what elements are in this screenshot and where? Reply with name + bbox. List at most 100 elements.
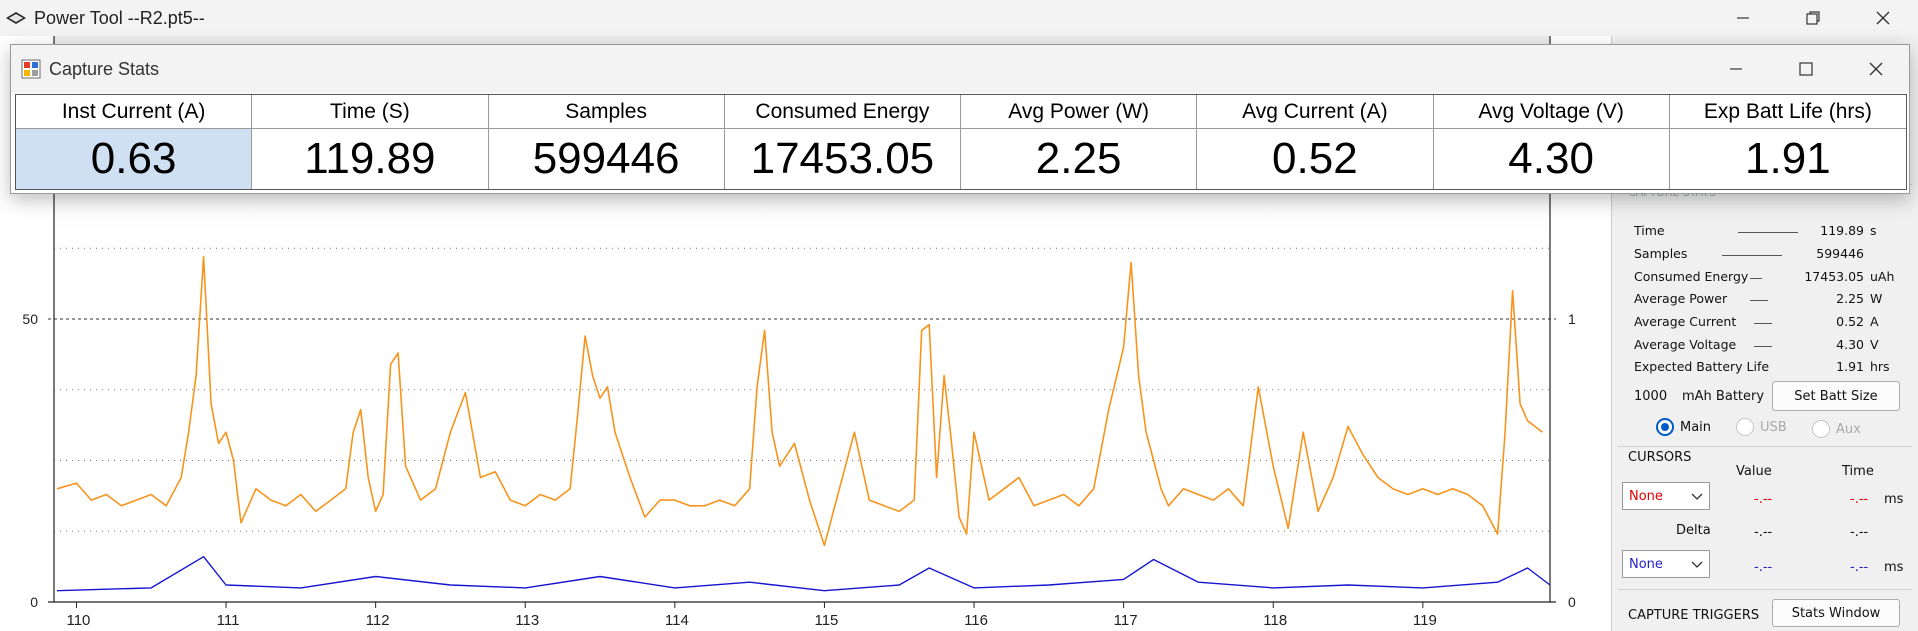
x-tick-label: 116 bbox=[964, 612, 988, 629]
stat-row: Average Power 2.25 W bbox=[1634, 288, 1914, 308]
cell-time[interactable]: 119.89 bbox=[252, 129, 489, 189]
stats-close-button[interactable] bbox=[1847, 51, 1905, 87]
radio-main-dot bbox=[1656, 418, 1674, 436]
cell-avg-current[interactable]: 0.52 bbox=[1197, 129, 1434, 189]
cell-exp-batt-life[interactable]: 1.91 bbox=[1745, 134, 1831, 183]
stat-value: 599446 bbox=[1816, 245, 1864, 261]
radio-usb-label: USB bbox=[1760, 419, 1787, 435]
cursor1-unit: ms bbox=[1884, 492, 1904, 507]
section-divider bbox=[1618, 446, 1912, 447]
minimize-button[interactable] bbox=[1714, 0, 1772, 36]
stat-row: Average Voltage 4.30 V bbox=[1634, 334, 1914, 354]
stats-maximize-button[interactable] bbox=[1777, 51, 1835, 87]
current-series-line bbox=[56, 255, 1543, 547]
cursor2-unit: ms bbox=[1884, 560, 1904, 575]
stats-minimize-button[interactable] bbox=[1707, 51, 1765, 87]
battery-size-label: mAh Battery bbox=[1682, 389, 1765, 404]
cursor-time-header: Time bbox=[1842, 464, 1874, 479]
chevron-down-icon bbox=[1691, 493, 1703, 500]
y-left-tick-label: 0 bbox=[30, 594, 38, 610]
cursors-title: CURSORS bbox=[1628, 450, 1692, 465]
stat-unit: uAh bbox=[1870, 268, 1895, 284]
stat-leader-line bbox=[1738, 232, 1798, 233]
chevron-down-icon bbox=[1691, 561, 1703, 568]
radio-aux[interactable]: Aux bbox=[1812, 420, 1861, 438]
stat-label: Average Voltage bbox=[1634, 336, 1737, 352]
minimize-icon bbox=[1737, 17, 1749, 19]
header-samples: Samples bbox=[488, 95, 725, 129]
cell-inst-current[interactable]: 0.63 bbox=[16, 129, 253, 189]
cell-consumed-energy[interactable]: 17453.05 bbox=[725, 129, 961, 189]
close-icon bbox=[1876, 11, 1890, 25]
stat-unit: V bbox=[1870, 336, 1879, 352]
stat-unit: hrs bbox=[1870, 358, 1890, 374]
header-exp-batt-life: Exp Batt Life (hrs) bbox=[1669, 95, 1906, 129]
x-tick-label: 117 bbox=[1114, 612, 1138, 629]
delta-label: Delta bbox=[1676, 523, 1711, 538]
stat-row: Consumed Energy 17453.05 uAh bbox=[1634, 266, 1914, 286]
capture-stats-title: Capture Stats bbox=[49, 58, 160, 79]
capture-triggers-title: CAPTURE TRIGGERS bbox=[1628, 608, 1760, 623]
stat-unit: W bbox=[1870, 290, 1883, 306]
stat-value: 119.89 bbox=[1820, 222, 1864, 238]
x-tick-label: 118 bbox=[1263, 612, 1287, 629]
delta-value: -.-- bbox=[1754, 525, 1773, 540]
stat-value: 2.25 bbox=[1836, 290, 1864, 306]
stat-label: Average Current bbox=[1634, 313, 1737, 329]
cell-avg-voltage[interactable]: 4.30 bbox=[1434, 129, 1670, 189]
restore-button[interactable] bbox=[1784, 0, 1842, 36]
capture-stats-titlebar: Capture Stats bbox=[11, 45, 1909, 93]
x-tick-label: 114 bbox=[665, 612, 689, 629]
header-avg-voltage: Avg Voltage (V) bbox=[1433, 95, 1670, 129]
cursor1-time: -.-- bbox=[1850, 492, 1869, 507]
cell-avg-power[interactable]: 2.25 bbox=[961, 129, 1198, 189]
y-right-tick-label: 0 bbox=[1568, 594, 1576, 610]
stat-row: Expected Battery Life 1.91 hrs bbox=[1634, 356, 1914, 376]
radio-usb-dot bbox=[1736, 418, 1754, 436]
radio-main-label: Main bbox=[1680, 419, 1712, 435]
x-tick-label: 119 bbox=[1413, 612, 1437, 629]
stat-row: Average Current 0.52 A bbox=[1634, 311, 1914, 331]
cell-samples[interactable]: 599446 bbox=[489, 129, 725, 189]
stat-leader-line bbox=[1754, 346, 1772, 347]
delta-time: -.-- bbox=[1850, 525, 1869, 540]
cursor1-select-value: None bbox=[1629, 488, 1663, 504]
cursor2-select-value: None bbox=[1629, 556, 1663, 572]
stat-leader-line bbox=[1750, 300, 1768, 301]
capture-stats-table: Inst Current (A) Time (S) Samples Consum… bbox=[15, 94, 1907, 190]
capture-stats-app-icon bbox=[21, 59, 41, 79]
stat-unit: s bbox=[1870, 222, 1877, 238]
x-tick-label: 115 bbox=[814, 612, 838, 629]
x-tick-label: 111 bbox=[217, 612, 240, 629]
battery-size-value: 1000 bbox=[1634, 389, 1668, 404]
stat-value: 0.52 bbox=[1836, 313, 1864, 329]
y-left-tick-label: 50 bbox=[22, 311, 38, 327]
stat-value: 1.91 bbox=[1836, 358, 1864, 374]
header-inst-current: Inst Current (A) bbox=[16, 95, 253, 129]
cursor1-value: -.-- bbox=[1754, 492, 1773, 507]
stat-unit: A bbox=[1870, 313, 1879, 329]
y-right-tick-label: 1 bbox=[1568, 311, 1576, 327]
capture-stats-window: Capture Stats Inst Current (A) Time (S) … bbox=[10, 44, 1910, 194]
radio-usb[interactable]: USB bbox=[1736, 418, 1787, 436]
voltage-series-line bbox=[56, 556, 1551, 592]
maximize-icon bbox=[1799, 62, 1813, 76]
cursor2-time: -.-- bbox=[1850, 560, 1869, 575]
stat-leader-line bbox=[1754, 323, 1772, 324]
close-button[interactable] bbox=[1854, 0, 1912, 36]
cursor2-select[interactable]: None bbox=[1622, 550, 1710, 578]
stat-value: 17453.05 bbox=[1804, 268, 1864, 284]
stat-label: Consumed Energy bbox=[1634, 268, 1749, 284]
set-batt-size-button[interactable]: Set Batt Size bbox=[1772, 381, 1900, 411]
stats-window-button[interactable]: Stats Window bbox=[1772, 599, 1900, 627]
stat-label: Expected Battery Life bbox=[1634, 358, 1770, 374]
x-tick-label: 112 bbox=[366, 612, 390, 629]
stat-label: Time bbox=[1634, 222, 1665, 238]
stat-leader-line bbox=[1722, 255, 1782, 256]
stat-leader-line bbox=[1750, 278, 1762, 279]
main-titlebar: Power Tool --R2.pt5-- bbox=[0, 0, 1918, 36]
cursor1-select[interactable]: None bbox=[1622, 482, 1710, 510]
section-divider bbox=[1618, 589, 1912, 590]
radio-main[interactable]: Main bbox=[1656, 418, 1711, 436]
